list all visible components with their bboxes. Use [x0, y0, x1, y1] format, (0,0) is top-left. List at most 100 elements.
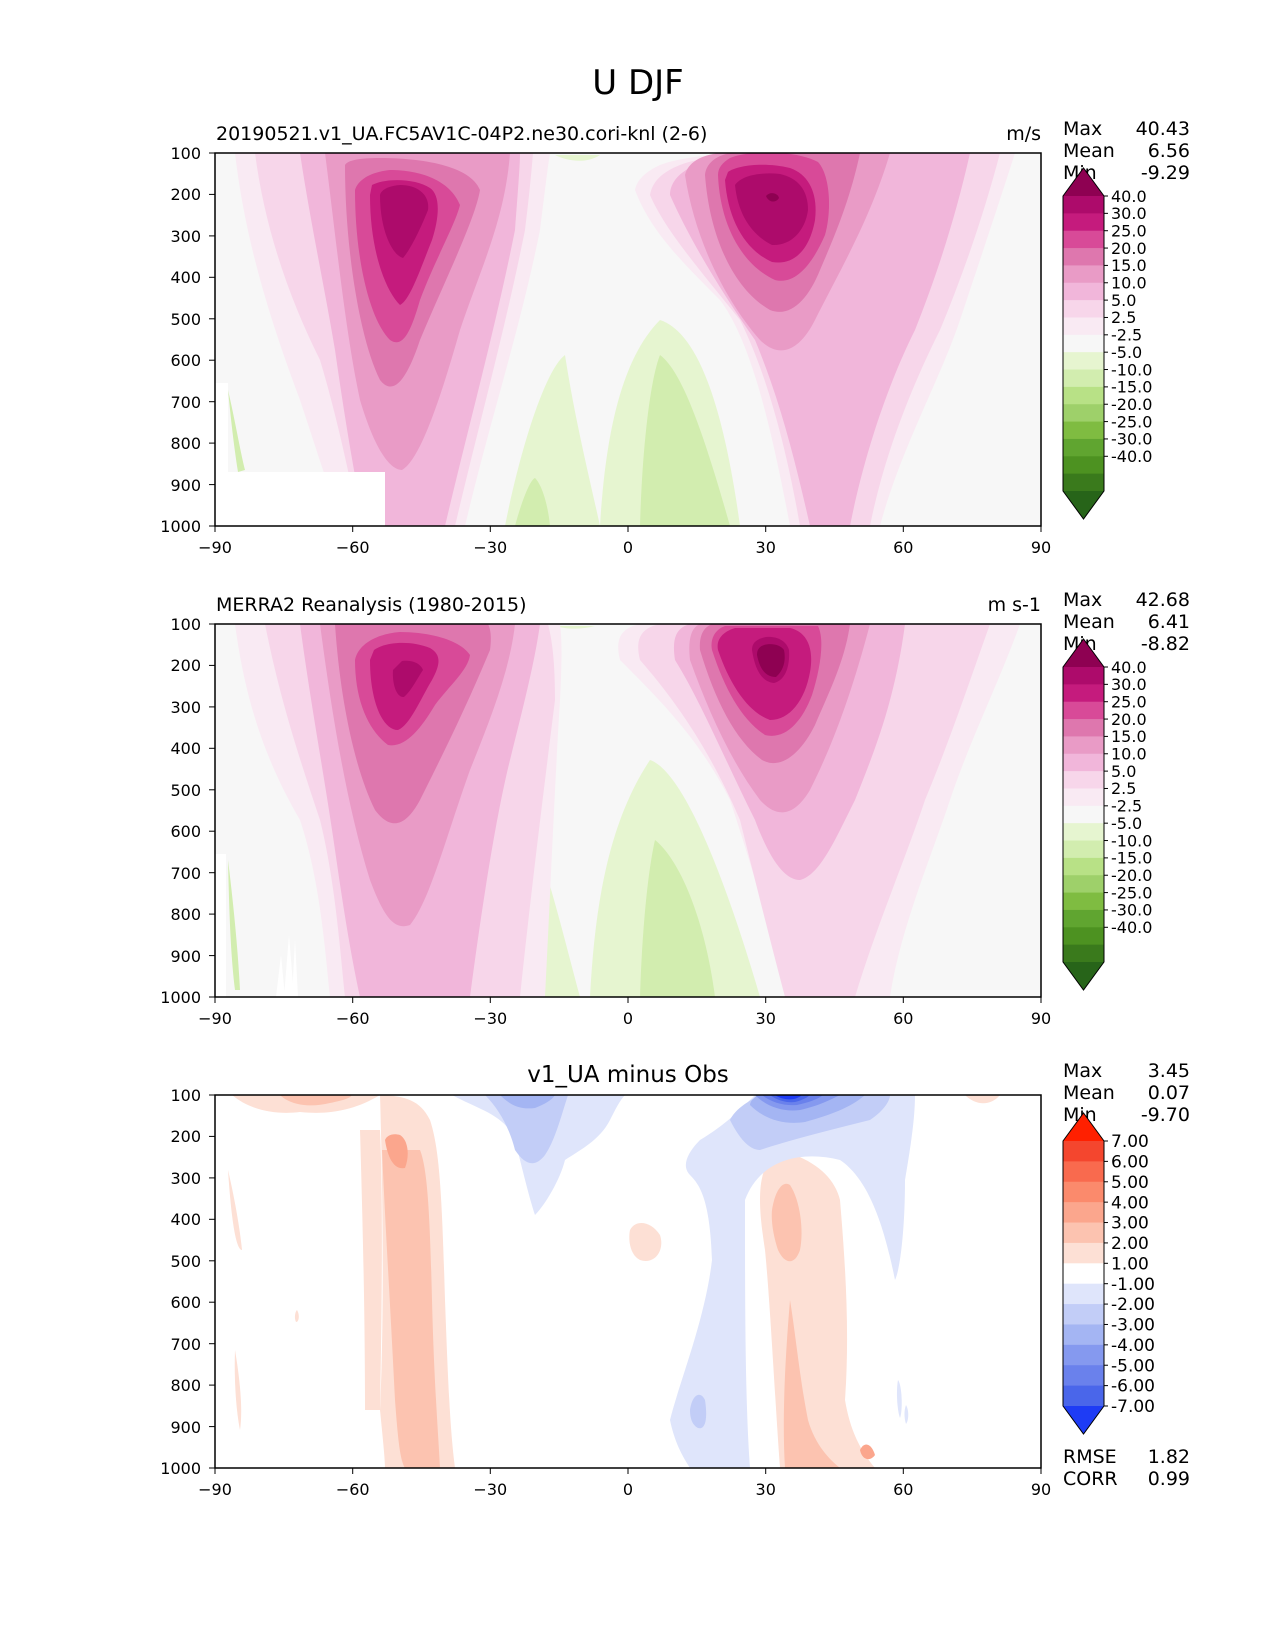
y-tick-mark-model: [209, 152, 215, 527]
colorbar-swatch: [1063, 701, 1104, 720]
colorbar-label: -10.0: [1111, 360, 1152, 379]
x-tick-label: −90: [198, 538, 232, 557]
stat-label: Mean: [1063, 611, 1115, 633]
colorbar-swatch: [1063, 788, 1104, 807]
colorbar-swatch: [1063, 667, 1104, 685]
colorbar-label: 10.0: [1111, 274, 1147, 293]
x-tick-label: 60: [893, 538, 913, 557]
colorbar-label: -20.0: [1111, 395, 1152, 414]
colorbar-label: 5.0: [1111, 291, 1136, 310]
colorbar-obs: 40.030.025.020.015.010.05.02.5-2.5-5.0-1…: [1062, 638, 1152, 991]
colorbar-label: -30.0: [1111, 901, 1152, 920]
y-tick-mark-diff: [209, 1094, 215, 1469]
colorbar-label: -15.0: [1111, 378, 1152, 397]
colorbar-swatch: [1063, 1161, 1104, 1183]
y-tick-label: 200: [170, 656, 201, 675]
colorbar-swatch: [1063, 857, 1104, 876]
panel-title-diff: v1_UA minus Obs: [527, 1062, 729, 1088]
colorbar-label: 1.00: [1111, 1254, 1149, 1274]
colorbar-swatch: [1063, 1283, 1104, 1305]
x-tick-label: 60: [893, 1480, 913, 1499]
x-tick-mark-obs: [214, 997, 1042, 1003]
colorbar-label: -7.00: [1111, 1397, 1155, 1417]
colorbar-label: 10.0: [1111, 745, 1147, 764]
y-tick-label: 500: [170, 781, 201, 800]
y-tick-label: 400: [170, 739, 201, 758]
panel-obs: 100 200 300 400 500 600 700 800 900 1000…: [160, 589, 1190, 1028]
x-tick-label: −90: [198, 1009, 232, 1028]
x-tick-label: 90: [1031, 1009, 1051, 1028]
x-axis-diff: −90 −60 −30 0 30 60 90: [198, 1468, 1051, 1499]
stat-label: RMSE: [1063, 1446, 1117, 1468]
colorbar-swatch: [1063, 1141, 1104, 1162]
y-tick-label: 200: [170, 185, 201, 204]
colorbar-swatch: [1063, 456, 1104, 475]
colorbar-label: 20.0: [1111, 710, 1147, 729]
colorbar-label: 40.0: [1111, 187, 1147, 206]
y-tick-label: 300: [170, 1169, 201, 1188]
x-tick-label: −90: [198, 1480, 232, 1499]
x-tick-label: 30: [756, 1480, 776, 1499]
stat-label: CORR: [1063, 1468, 1118, 1490]
stat-value: 42.68: [1136, 589, 1190, 611]
colorbar-label: 2.5: [1111, 308, 1136, 327]
panel-title-obs: MERRA2 Reanalysis (1980-2015): [216, 594, 527, 616]
stat-value: -8.82: [1141, 633, 1190, 655]
x-axis-model: −90 −60 −30 0 30 60 90: [198, 526, 1051, 557]
y-tick-label: 800: [170, 434, 201, 453]
y-tick-label: 700: [170, 864, 201, 883]
colorbar-label: 15.0: [1111, 727, 1147, 746]
stat-value: 0.07: [1148, 1082, 1190, 1104]
y-tick-label: 800: [170, 905, 201, 924]
stat-value: 1.82: [1148, 1446, 1190, 1468]
contour-field-diff: [215, 1095, 1041, 1468]
y-tick-label: 700: [170, 393, 201, 412]
colorbar-swatch: [1063, 805, 1104, 824]
units-label-obs: m s-1: [988, 594, 1041, 616]
colorbar-label: -25.0: [1111, 883, 1152, 902]
colorbar-label: 40.0: [1111, 658, 1147, 677]
colorbar-swatch: [1063, 473, 1104, 492]
colorbar-swatch: [1063, 213, 1104, 232]
y-tick-label: 400: [170, 1210, 201, 1229]
x-tick-label: −60: [336, 1480, 370, 1499]
y-axis-model: 100 200 300 400 500 600 700 800 900 1000: [160, 144, 215, 536]
stat-value: 0.99: [1148, 1468, 1190, 1490]
y-tick-label: 300: [170, 227, 201, 246]
colorbar-swatch: [1063, 684, 1104, 703]
colorbar-swatch: [1063, 892, 1104, 911]
colorbar-swatch: [1063, 1304, 1104, 1326]
colorbar-swatch: [1063, 1324, 1104, 1346]
stats-diff: Max 3.45 Mean 0.07 Min -9.70: [1063, 1060, 1190, 1126]
colorbar-swatch: [1063, 944, 1104, 963]
y-tick-label: 1000: [160, 988, 201, 1007]
colorbar-label: 2.00: [1111, 1234, 1149, 1254]
y-tick-label: 100: [170, 144, 201, 163]
colorbar-label: 4.00: [1111, 1193, 1149, 1213]
colorbar-swatch: [1063, 230, 1104, 249]
colorbar-swatch: [1063, 1202, 1104, 1224]
colorbar-label: 3.00: [1111, 1214, 1149, 1234]
colorbar-label: -1.00: [1111, 1275, 1155, 1295]
y-tick-mark-obs: [209, 623, 215, 998]
colorbar-swatch: [1063, 753, 1104, 772]
y-tick-label: 500: [170, 310, 201, 329]
stat-value: 40.43: [1136, 118, 1190, 140]
colorbar-diff: 7.006.005.004.003.002.001.00-1.00-2.00-3…: [1062, 1112, 1155, 1435]
colorbar-swatch: [1063, 875, 1104, 894]
x-tick-label: −30: [473, 538, 507, 557]
colorbar-label: 2.5: [1111, 779, 1136, 798]
colorbar-swatch: [1063, 909, 1104, 928]
colorbar-swatch: [1063, 282, 1104, 301]
colorbar-label: -10.0: [1111, 831, 1152, 850]
x-tick-label: −60: [336, 538, 370, 557]
colorbar-label: -15.0: [1111, 849, 1152, 868]
colorbar-label: 30.0: [1111, 675, 1147, 694]
colorbar-label: 25.0: [1111, 221, 1147, 240]
y-tick-label: 500: [170, 1252, 201, 1271]
colorbar-label: 7.00: [1111, 1132, 1149, 1152]
colorbar-swatch: [1063, 300, 1104, 319]
panel-model: 100 200 300 400 500 600 700 800 900 1000…: [160, 118, 1190, 557]
y-tick-label: 800: [170, 1376, 201, 1395]
stats-model: Max 40.43 Mean 6.56 Min -9.29: [1063, 118, 1190, 184]
